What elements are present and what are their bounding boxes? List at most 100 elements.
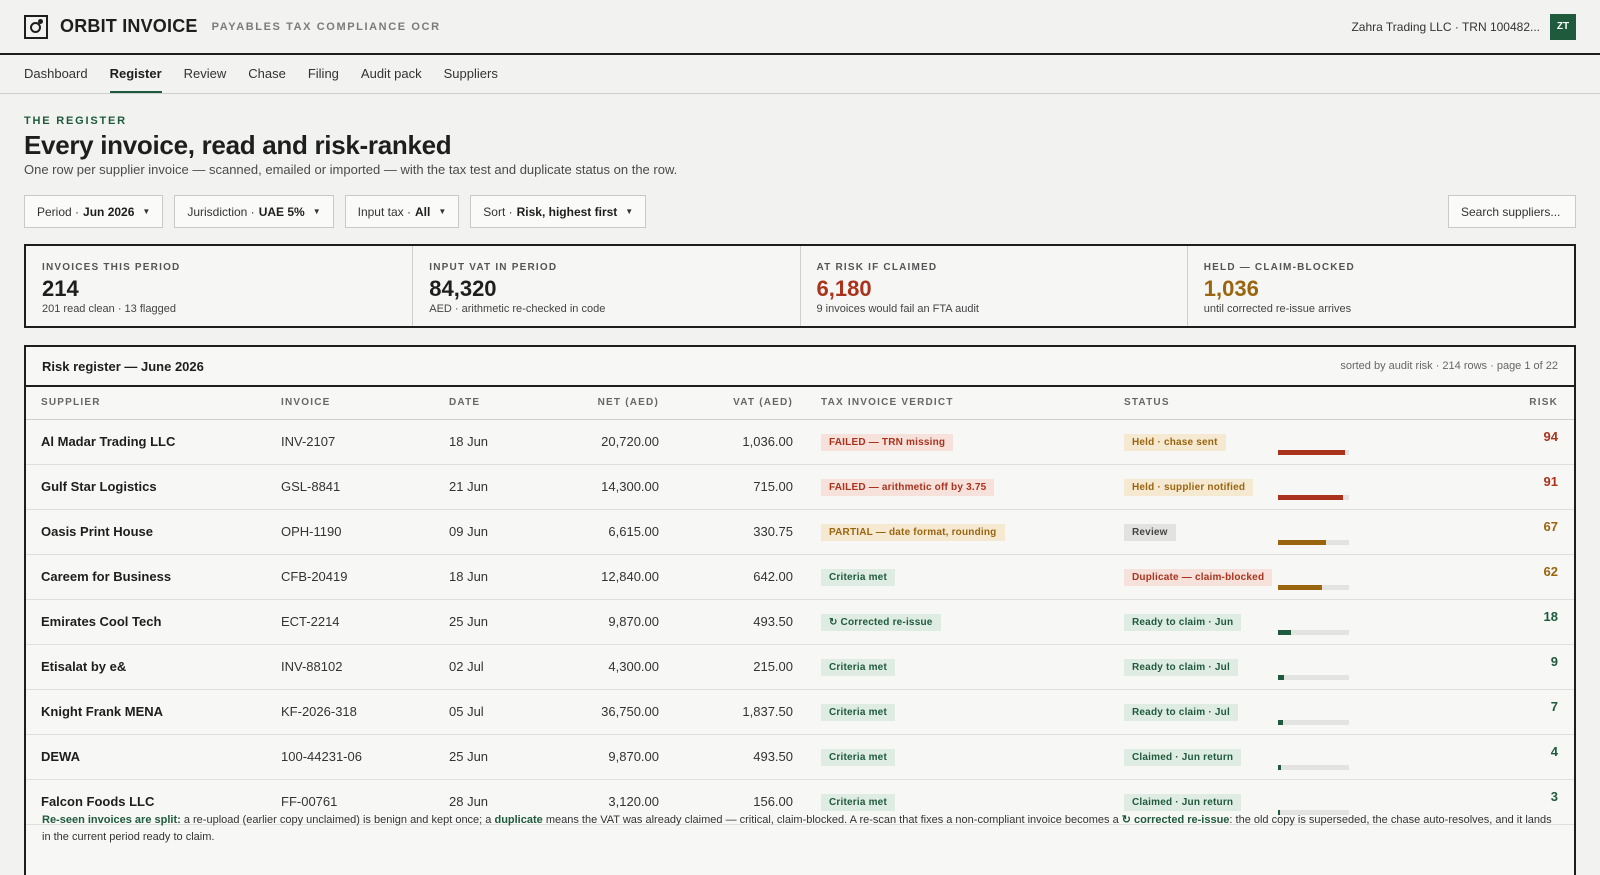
supplier-cell[interactable]: Knight Frank MENA xyxy=(26,689,281,735)
vat-cell: 330.75 xyxy=(659,509,793,555)
col-supplier[interactable]: SUPPLIER xyxy=(26,387,281,420)
risk-score: 91 xyxy=(1543,473,1558,489)
risk-cell: 9 xyxy=(1278,644,1574,690)
col-invoice[interactable]: INVOICE xyxy=(281,387,449,420)
table-row[interactable]: Etisalat by e& INV-88102 02 Jul 4,300.00 215… xyxy=(26,644,1574,690)
kpi-note: AED · arithmetic re-checked in code xyxy=(429,303,606,315)
verdict-badge: Criteria met xyxy=(821,568,895,586)
table-header-row: SUPPLIER INVOICE DATE NET (AED) VAT (AED… xyxy=(26,387,1574,420)
risk-register-panel: Risk register — June 2026 sorted by audi… xyxy=(24,345,1576,875)
table-row[interactable]: Oasis Print House OPH-1190 09 Jun 6,615.00 3… xyxy=(26,509,1574,555)
caret-down-icon: ▼ xyxy=(438,207,447,216)
tab-suppliers[interactable]: Suppliers xyxy=(443,65,498,81)
col-risk[interactable]: RISK xyxy=(1404,387,1574,420)
risk-bar-track xyxy=(1278,674,1349,680)
verdict-badge: FAILED — TRN missing xyxy=(821,433,954,451)
main-nav: Dashboard Register Review Chase Filing A… xyxy=(0,55,1600,94)
col-date[interactable]: DATE xyxy=(449,387,539,420)
kpi-invoices: INVOICES THIS PERIOD 214 201 read clean … xyxy=(26,246,414,326)
table-row[interactable]: Emirates Cool Tech ECT-2214 25 Jun 9,870.00… xyxy=(26,599,1574,645)
kpi-note: 201 read clean · 13 flagged xyxy=(42,303,176,315)
vat-cell: 493.50 xyxy=(659,734,793,780)
kpi-input-vat: INPUT VAT IN PERIOD 84,320 AED · arithme… xyxy=(413,246,801,326)
footnote-lead: Re-seen invoices are split: xyxy=(42,814,181,826)
status-badge: Held · chase sent xyxy=(1124,433,1226,451)
supplier-cell[interactable]: DEWA xyxy=(26,734,281,780)
tenant-selector[interactable]: Zahra Trading LLC · TRN 100482... xyxy=(1351,19,1540,34)
col-verdict[interactable]: TAX INVOICE VERDICT xyxy=(793,387,1124,420)
risk-score: 94 xyxy=(1543,428,1558,444)
risk-bar-track xyxy=(1278,539,1349,545)
kpi-label: INPUT VAT IN PERIOD xyxy=(429,262,558,273)
status-badge: Ready to claim · Jul xyxy=(1124,658,1238,676)
jurisdiction-filter[interactable]: Jurisdiction · UAE 5% ▼ xyxy=(174,195,334,228)
vat-cell: 156.00 xyxy=(659,779,793,825)
kpi-label: INVOICES THIS PERIOD xyxy=(42,262,181,273)
top-bar: ORBIT INVOICE PAYABLES TAX COMPLIANCE OC… xyxy=(0,0,1600,55)
net-cell: 6,615.00 xyxy=(539,509,659,555)
verdict-cell: Criteria met xyxy=(793,689,1124,735)
invoice-cell: KF-2026-318 xyxy=(281,689,449,735)
verdict-badge: Criteria met xyxy=(821,658,895,676)
status-badge: Ready to claim · Jun xyxy=(1124,613,1242,631)
table-row[interactable]: Falcon Foods LLC FF-00761 28 Jun 3,120.00 15… xyxy=(26,779,1574,825)
kpi-note: until corrected re-issue arrives xyxy=(1203,303,1352,315)
tab-chase[interactable]: Chase xyxy=(248,65,286,81)
kpi-value: 1,036 xyxy=(1203,276,1259,301)
tab-review[interactable]: Review xyxy=(183,65,227,81)
vat-cell: 1,837.50 xyxy=(659,689,793,735)
table-row[interactable]: Gulf Star Logistics GSL-8841 21 Jun 14,300.… xyxy=(26,464,1574,510)
supplier-cell[interactable]: Oasis Print House xyxy=(26,509,281,555)
supplier-cell[interactable]: Gulf Star Logistics xyxy=(26,464,281,510)
supplier-cell[interactable]: Careem for Business xyxy=(26,554,281,600)
risk-score: 18 xyxy=(1543,608,1558,624)
date-cell: 28 Jun xyxy=(449,779,539,825)
risk-cell: 3 xyxy=(1278,779,1574,825)
supplier-cell[interactable]: Al Madar Trading LLC xyxy=(26,419,281,465)
kpi-held: HELD — CLAIM-BLOCKED 1,036 until correct… xyxy=(1188,246,1574,326)
supplier-cell[interactable]: Etisalat by e& xyxy=(26,644,281,690)
risk-score: 67 xyxy=(1543,518,1558,534)
net-cell: 14,300.00 xyxy=(539,464,659,510)
input-tax-filter[interactable]: Input tax · All ▼ xyxy=(344,195,460,228)
orbit-logo-icon xyxy=(24,14,48,39)
tab-audit-pack[interactable]: Audit pack xyxy=(360,65,422,81)
status-cell: Ready to claim · Jul xyxy=(1124,644,1404,690)
verdict-badge: Criteria met xyxy=(821,793,895,811)
verdict-badge: Criteria met xyxy=(821,748,895,766)
risk-score: 3 xyxy=(1550,788,1558,804)
period-filter[interactable]: Period · Jun 2026 ▼ xyxy=(24,195,164,228)
tab-dashboard[interactable]: Dashboard xyxy=(24,65,88,81)
kpi-label: AT RISK IF CLAIMED xyxy=(816,262,938,273)
status-cell: Review xyxy=(1124,509,1404,555)
supplier-cell[interactable]: Falcon Foods LLC xyxy=(26,779,281,825)
supplier-search-input[interactable] xyxy=(1448,195,1576,228)
page-title: Every invoice, read and risk-ranked xyxy=(24,130,452,160)
risk-bar-fill xyxy=(1278,764,1281,770)
risk-bar-track xyxy=(1278,449,1349,455)
vat-cell: 715.00 xyxy=(659,464,793,510)
table-row[interactable]: Al Madar Trading LLC INV-2107 18 Jun 20,720… xyxy=(26,419,1574,465)
verdict-badge: ↻ Corrected re-issue xyxy=(821,613,941,631)
panel-title: Risk register — June 2026 xyxy=(42,358,204,374)
status-cell: Ready to claim · Jul xyxy=(1124,689,1404,735)
table-row[interactable]: DEWA 100-44231-06 25 Jun 9,870.00 493.50 Crit… xyxy=(26,734,1574,780)
risk-score: 4 xyxy=(1550,743,1558,759)
risk-bar-fill xyxy=(1278,449,1345,455)
footnote-text: means the VAT was already claimed — crit… xyxy=(542,814,1122,826)
col-status[interactable]: STATUS xyxy=(1124,387,1404,420)
table-row[interactable]: Careem for Business CFB-20419 18 Jun 12,840… xyxy=(26,554,1574,600)
footnote-corrected: ↻ corrected re-issue xyxy=(1121,814,1230,826)
tab-filing[interactable]: Filing xyxy=(307,65,339,81)
supplier-cell[interactable]: Emirates Cool Tech xyxy=(26,599,281,645)
col-vat[interactable]: VAT (AED) xyxy=(659,387,793,420)
table-row[interactable]: Knight Frank MENA KF-2026-318 05 Jul 36,750… xyxy=(26,689,1574,735)
sort-filter[interactable]: Sort · Risk, highest first ▼ xyxy=(470,195,647,228)
brand-name: ORBIT INVOICE xyxy=(60,16,198,36)
tab-register[interactable]: Register xyxy=(109,55,162,93)
date-cell: 09 Jun xyxy=(449,509,539,555)
date-cell: 25 Jun xyxy=(449,734,539,780)
col-net[interactable]: NET (AED) xyxy=(539,387,659,420)
avatar[interactable]: ZT xyxy=(1550,13,1576,40)
verdict-cell: Criteria met xyxy=(793,779,1124,825)
